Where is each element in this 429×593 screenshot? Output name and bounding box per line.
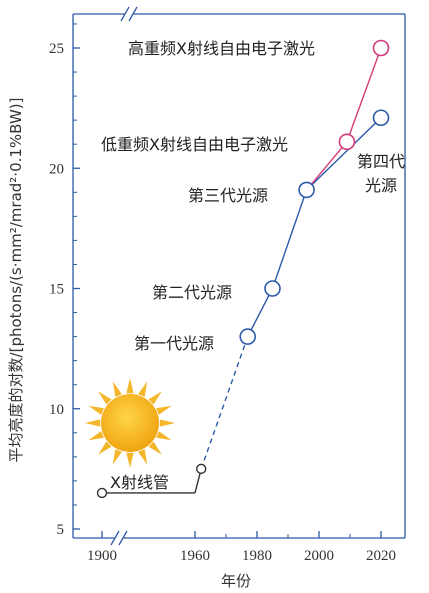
x-tick-label: 1960 — [180, 548, 210, 564]
fel-segment — [306, 141, 348, 191]
bottom-break-mark — [118, 530, 128, 546]
sun-ray — [98, 441, 112, 455]
y-ticks: 5 10 15 20 25 — [49, 23, 80, 538]
data-point — [239, 328, 256, 345]
label-high-rep-fel: 高重频X射线自由电子激光 — [128, 39, 315, 58]
sun-ray — [148, 441, 162, 455]
series-segment — [247, 288, 274, 337]
y-tick-label: 15 — [49, 282, 64, 298]
sun-ray — [112, 381, 122, 397]
data-point — [372, 109, 390, 127]
sun-ray — [156, 405, 172, 415]
x-tick-label: 1980 — [242, 548, 272, 564]
sun-ray — [85, 419, 101, 427]
sun-ray — [126, 452, 134, 468]
fel-segment — [346, 47, 382, 143]
sun-ray — [138, 381, 148, 397]
series-markers — [96, 39, 390, 499]
series-segment — [271, 189, 308, 289]
label-gen3: 第三代光源 — [188, 186, 268, 205]
y-tick-label: 20 — [49, 161, 64, 177]
bottom-break-mark — [110, 530, 120, 546]
sun-ray — [126, 378, 134, 394]
y-tick-label: 25 — [49, 41, 64, 57]
sun-ray — [156, 431, 172, 441]
sun-ray — [148, 391, 162, 405]
sun-ray — [88, 431, 104, 441]
label-gen1: 第一代光源 — [134, 334, 214, 353]
top-break-mark — [120, 6, 130, 22]
top-break-gap — [125, 9, 133, 19]
series-segment — [200, 336, 249, 470]
data-point — [195, 463, 207, 475]
axes — [72, 6, 406, 546]
x-tick-label: 1900 — [87, 548, 117, 564]
x-ticks: 1900 1960 1980 2000 2020 — [87, 531, 396, 564]
sun-ray — [98, 391, 112, 405]
label-gen4-line2: 光源 — [365, 176, 397, 195]
x-tick-label: 2000 — [304, 548, 334, 564]
sun-ray — [138, 449, 148, 465]
annotations: X射线管 第一代光源 第二代光源 第三代光源 第四代 光源 低重频X射线自由电子… — [101, 39, 405, 492]
label-low-rep-fel: 低重频X射线自由电子激光 — [101, 135, 288, 154]
sun-ray — [159, 419, 175, 427]
series-segment — [306, 117, 382, 191]
x-tick-label: 2020 — [366, 548, 396, 564]
fel-data-point — [338, 133, 356, 151]
data-point — [264, 280, 281, 297]
label-gen2: 第二代光源 — [152, 283, 232, 302]
y-axis-label: 平均亮度的对数/[photons/(s·mm²/mrad²·0.1%BW)] — [7, 98, 25, 463]
fel-data-point — [372, 39, 390, 57]
sun-ray — [112, 449, 122, 465]
y-tick-label: 10 — [49, 402, 64, 418]
sun-disc — [101, 394, 159, 452]
label-xray-tube: X射线管 — [110, 473, 169, 492]
data-point — [96, 487, 108, 499]
y-tick-label: 5 — [57, 522, 65, 538]
label-gen4-line1: 第四代 — [357, 152, 405, 171]
bottom-break-gap — [115, 533, 123, 543]
series-lines — [102, 47, 382, 494]
sun-icon — [85, 378, 175, 468]
top-break-mark — [128, 6, 138, 22]
sun-ray — [88, 405, 104, 415]
x-axis-label: 年份 — [221, 572, 251, 590]
data-point — [298, 181, 315, 199]
